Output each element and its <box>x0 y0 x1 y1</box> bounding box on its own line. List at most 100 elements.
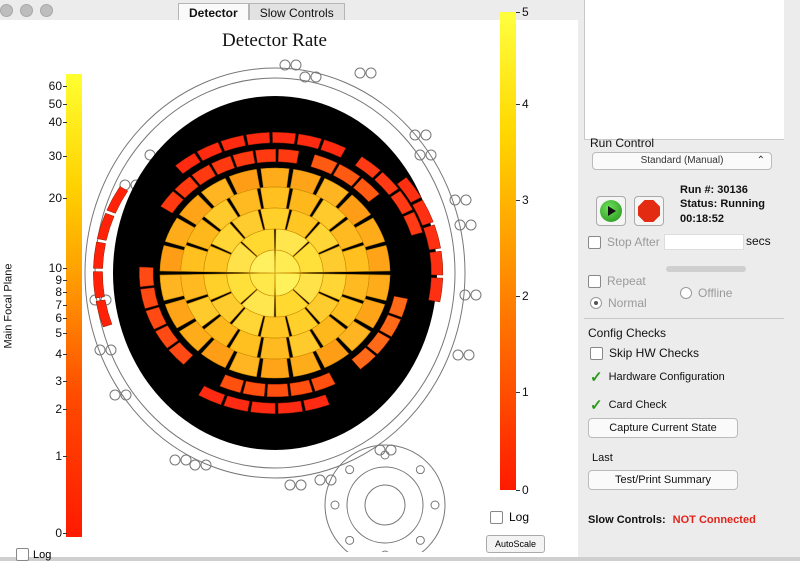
left-scale-tick-label: 2 <box>55 402 62 416</box>
left-scale-tick-label: 3 <box>55 374 62 388</box>
left-log-label: Log <box>33 548 52 561</box>
left-scale-tick-mark <box>63 333 67 334</box>
print-summary-button[interactable]: Test/Print Summary <box>588 470 738 490</box>
left-scale-tick-label: 7 <box>55 298 62 312</box>
mount-bolt <box>420 129 432 141</box>
detector-pixel <box>260 186 290 210</box>
mount-bolt <box>409 129 421 141</box>
normal-radio[interactable] <box>590 297 602 309</box>
stop-after-checkbox[interactable] <box>588 235 601 249</box>
notes-area[interactable] <box>584 0 784 140</box>
log-checkbox[interactable] <box>490 510 503 524</box>
detector-outer-pixel <box>106 186 129 214</box>
detector-outer-pixel <box>277 148 300 164</box>
skip-hw-checkbox[interactable] <box>590 346 603 360</box>
tab-slow-controls[interactable]: Slow Controls <box>248 3 345 23</box>
play-icon <box>600 200 622 222</box>
start-run-button[interactable] <box>596 196 626 226</box>
zoom-window-button[interactable] <box>40 4 53 17</box>
log-scale-toggle[interactable]: Log <box>490 510 529 524</box>
stop-icon <box>638 200 660 222</box>
mount-bolt <box>365 67 377 79</box>
mount-bolt <box>299 71 311 83</box>
detector-outer-pixel <box>423 224 441 251</box>
card-check: ✓ Card Check <box>590 396 667 414</box>
chevron-updown-icon: ⌃ <box>756 155 765 166</box>
left-scale-tick-mark <box>63 104 67 105</box>
detector-outer-pixel <box>303 394 330 412</box>
detector-outer-pixel <box>412 199 434 226</box>
slow-controls-value: NOT Connected <box>672 514 756 526</box>
run-mode-select[interactable]: Standard (Manual) ⌃ <box>592 152 772 170</box>
detector-pixel <box>365 245 391 272</box>
hw-config-label: Hardware Configuration <box>608 371 725 383</box>
status-label: Status: <box>680 198 718 210</box>
detector-outer-pixel <box>191 164 217 186</box>
stop-after-secs-input[interactable] <box>664 234 744 250</box>
minimize-window-button[interactable] <box>20 4 33 17</box>
log-label: Log <box>509 510 530 524</box>
mount-bolt <box>325 474 337 486</box>
left-scale-tick-label: 0 <box>55 526 62 540</box>
detector-pixel <box>260 167 290 188</box>
divider <box>584 318 784 319</box>
left-scale-tick-label: 8 <box>55 285 62 299</box>
detector-outer-pixel <box>211 155 236 176</box>
left-scale-tick-label: 40 <box>48 115 62 129</box>
detector-outer-pixel <box>255 148 277 164</box>
close-window-button[interactable] <box>0 4 13 17</box>
detector-pixel <box>354 217 386 248</box>
right-color-scale <box>500 12 516 490</box>
mount-bolt <box>470 289 482 301</box>
mount-bolt <box>463 349 475 361</box>
detector-map[interactable] <box>80 55 490 552</box>
capture-state-button[interactable]: Capture Current State <box>588 418 738 438</box>
slow-controls-label: Slow Controls: <box>588 514 666 526</box>
detector-outer-pixel <box>168 341 194 365</box>
hw-config-check: ✓ Hardware Configuration <box>590 368 725 386</box>
detector-pixel <box>201 177 235 208</box>
offline-radio[interactable] <box>680 287 692 299</box>
mount-bolt <box>109 389 121 401</box>
checkmark-icon: ✓ <box>590 369 603 386</box>
detector-pixel <box>337 320 371 352</box>
normal-radio-option[interactable]: Normal <box>590 296 647 310</box>
repeat-label: Repeat <box>607 274 646 288</box>
aux-port-hole <box>345 535 355 545</box>
aux-port-middle <box>346 466 424 544</box>
detector-outer-pixel <box>310 154 338 175</box>
aux-port-outer <box>324 444 446 552</box>
mount-bolt <box>200 459 212 471</box>
offline-radio-option[interactable]: Offline <box>680 286 732 300</box>
detector-pixel <box>260 207 290 231</box>
detector-outer-pixel <box>374 171 399 196</box>
repeat-option[interactable]: Repeat <box>588 274 646 288</box>
stop-run-button[interactable] <box>634 196 664 226</box>
outer-frame-ring <box>84 67 466 479</box>
mount-bolt <box>279 59 291 71</box>
aux-port-hole <box>380 450 390 460</box>
repeat-checkbox[interactable] <box>588 274 601 288</box>
run-control-title: Run Control <box>590 136 655 150</box>
autoscale-button[interactable]: AutoScale <box>486 535 546 553</box>
detector-pixel <box>159 245 185 272</box>
left-scale-tick-mark <box>63 122 67 123</box>
left-log-checkbox[interactable] <box>16 548 29 561</box>
stop-after-option[interactable]: Stop After <box>588 235 660 249</box>
run-number-value: 30136 <box>717 184 748 196</box>
left-scale-tick-label: 9 <box>55 273 62 287</box>
status-row: Status: Running <box>680 198 765 210</box>
right-scale-tick-mark <box>516 296 520 297</box>
skip-hw-checks-option[interactable]: Skip HW Checks <box>590 346 699 360</box>
repeat-slider[interactable] <box>666 266 746 272</box>
card-check-label: Card Check <box>608 399 667 411</box>
left-log-toggle[interactable]: Log <box>16 548 51 561</box>
detector-outer-pixel <box>390 190 413 215</box>
detector-outer-pixel <box>352 177 380 203</box>
normal-label: Normal <box>608 296 647 310</box>
mount-bolt <box>284 479 296 491</box>
detector-outer-pixel <box>219 374 245 394</box>
right-scale-tick-label: 0 <box>522 483 529 497</box>
mount-bolt <box>189 459 201 471</box>
detector-outer-pixel <box>174 176 199 199</box>
